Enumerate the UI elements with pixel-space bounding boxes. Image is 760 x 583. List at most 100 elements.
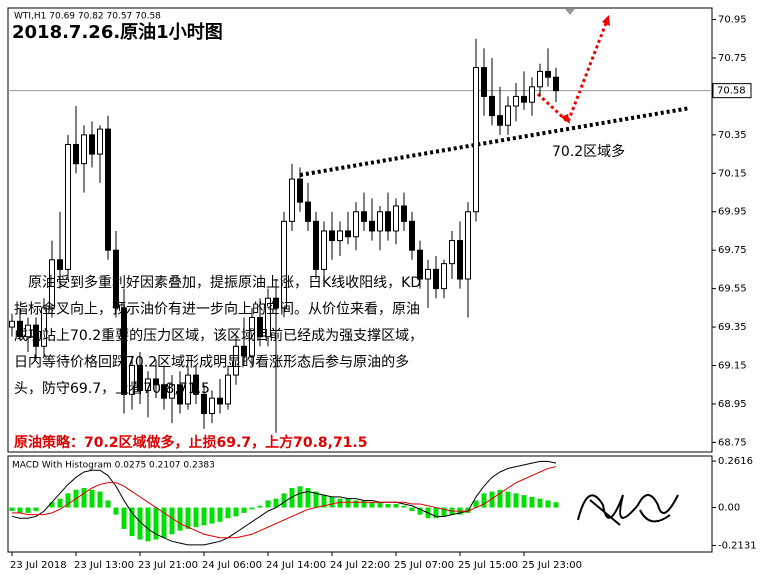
candle-body (385, 211, 391, 232)
histogram-bar (521, 495, 527, 508)
candle-body (65, 143, 71, 270)
histogram-bar (49, 502, 55, 508)
y-tick-label: 68.95 (718, 399, 747, 410)
shift-marker (565, 9, 575, 15)
histogram-bar (169, 507, 175, 535)
candle-body (121, 307, 127, 395)
strategy: 原油策略：70.2区域做多，止损69.7，上方70.8,71.5 (14, 434, 368, 451)
y-tick-label: 69.75 (718, 245, 747, 256)
y-tick-label: 70.75 (718, 53, 747, 64)
candle-body (81, 134, 87, 165)
candle-body (513, 95, 519, 107)
candle-body (273, 297, 279, 309)
y-tick-label: 69.95 (718, 207, 747, 218)
candle-body (457, 240, 463, 280)
y-tick-label: 0.00 (718, 503, 740, 514)
histogram-bar (113, 507, 119, 515)
candle-body (225, 374, 231, 405)
candle-body (9, 320, 15, 328)
histogram-bar (417, 507, 423, 515)
histogram-bar (441, 507, 447, 517)
annotation: 70.2区域多 (552, 143, 625, 160)
histogram-bar (81, 488, 87, 508)
candle-body (489, 95, 495, 117)
current-price-box (712, 83, 752, 99)
histogram-bar (489, 491, 495, 508)
candle-body (97, 128, 103, 155)
histogram-bar (369, 502, 375, 508)
histogram-bar (329, 496, 335, 508)
candle-body (257, 316, 263, 338)
legend-text: WTI,H1 70.69 70.82 70.57 70.58 (14, 12, 161, 22)
histogram-bar (241, 507, 247, 513)
y-tick-label: 70.35 (718, 130, 747, 141)
histogram-bar (65, 493, 71, 508)
histogram-bar (153, 507, 159, 540)
histogram-bar (105, 500, 111, 508)
histogram-bar (161, 507, 167, 538)
x-tick-label: 23 Jul 2018 (10, 560, 67, 571)
histogram-bar (537, 498, 543, 508)
macd-legend: MACD With Histogram 0.0275 0.2107 0.2383 (12, 461, 215, 471)
histogram-bar (529, 496, 535, 508)
candle-body (89, 134, 95, 155)
candle-body (185, 374, 191, 405)
histogram-bar (377, 502, 383, 508)
candle-body (25, 324, 31, 338)
y-tick-label: 69.15 (718, 361, 747, 372)
candle-body (241, 345, 247, 357)
candle-body (265, 297, 271, 338)
candle-body (217, 397, 223, 405)
candle-body (553, 76, 559, 92)
candle-body (433, 268, 439, 290)
forecast-arrow (536, 17, 610, 125)
histogram-bar (273, 498, 279, 508)
histogram-bar (433, 507, 439, 519)
candle-body (353, 211, 359, 238)
histogram-bar (401, 505, 407, 508)
candle-body (329, 230, 335, 242)
histogram-bar (361, 500, 367, 508)
histogram-bar (129, 507, 135, 536)
candle-body (209, 397, 215, 415)
y-tick-label: 68.75 (718, 437, 747, 448)
candle-body (289, 178, 295, 222)
commentary-line: 原油受到多重利好因素叠加，提振原油上涨，日K线收阳线，KD (14, 274, 421, 291)
candle-body (313, 220, 319, 270)
commentary-line: 头，防守69.7，上看70.8,71.5 (14, 381, 210, 397)
histogram-bar (505, 491, 511, 508)
candle-body (497, 115, 503, 126)
x-tick-label: 24 Jul 14:00 (266, 560, 326, 571)
candle-body (169, 384, 175, 399)
histogram-bar (97, 491, 103, 508)
histogram-bar (33, 507, 39, 512)
candle-body (153, 378, 159, 386)
candle-body (401, 205, 407, 222)
candle-body (33, 324, 39, 347)
histogram-bar (289, 488, 295, 508)
candle-body (305, 201, 311, 222)
y-tick-label: 70.95 (718, 15, 747, 26)
x-tick-label: 25 Jul 07:00 (394, 560, 454, 571)
y-tick-label: 69.35 (718, 322, 747, 333)
histogram-bar (497, 489, 503, 508)
x-tick-label: 25 Jul 15:00 (458, 560, 518, 571)
candle-body (233, 345, 239, 376)
histogram-bar (385, 504, 391, 508)
candle-body (73, 143, 79, 165)
histogram-bar (481, 493, 487, 508)
histogram-bar (57, 498, 63, 508)
candle-body (393, 205, 399, 232)
commentary-line: 成功站上70.2重要的压力区域，该区域目前已经成为强支撑区域， (14, 327, 423, 344)
candle-body (425, 268, 431, 280)
histogram-bar (25, 507, 31, 513)
histogram-bar (233, 507, 239, 517)
candle-body (521, 95, 527, 103)
histogram-bar (121, 507, 127, 529)
histogram-bar (89, 489, 95, 508)
x-tick-label: 23 Jul 21:00 (138, 560, 198, 571)
histogram-bar (473, 500, 479, 508)
candle-body (529, 86, 535, 103)
candle-body (137, 365, 143, 391)
